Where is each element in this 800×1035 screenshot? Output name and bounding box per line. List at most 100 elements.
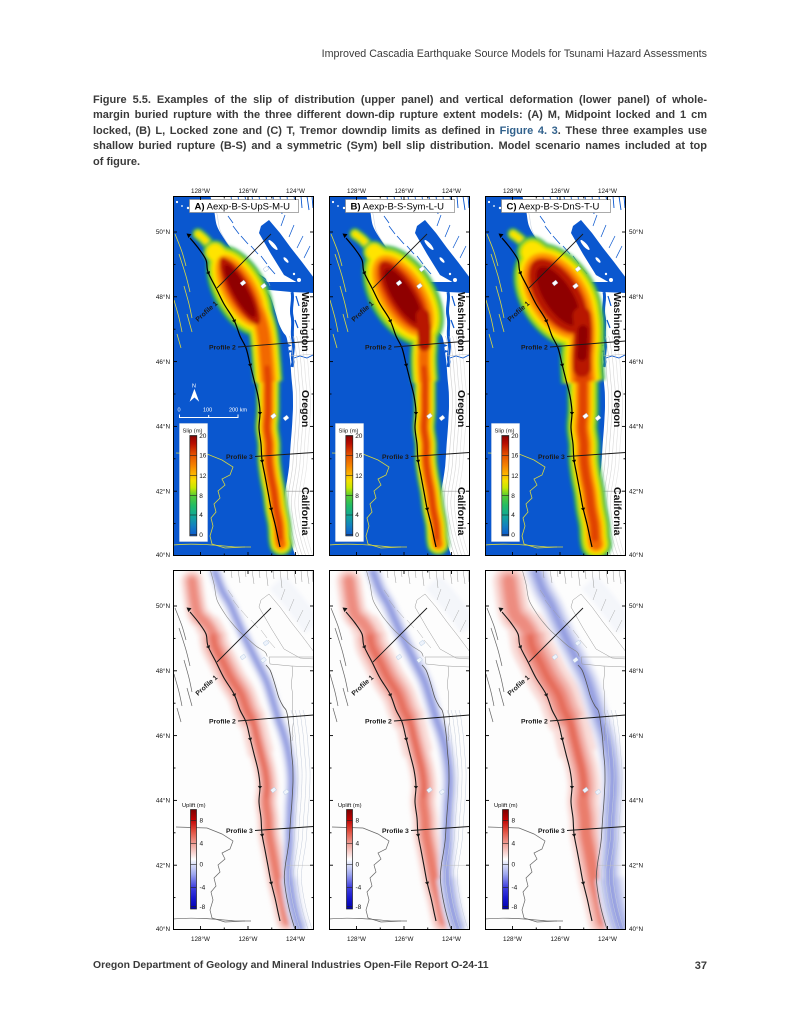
svg-text:Washington: Washington (455, 292, 467, 352)
svg-text:Slip (m): Slip (m) (495, 429, 515, 435)
svg-text:128°W: 128°W (347, 935, 366, 943)
svg-text:20: 20 (199, 433, 207, 440)
svg-text:4: 4 (199, 512, 203, 519)
svg-text:Washington: Washington (299, 292, 311, 352)
svg-text:16: 16 (355, 453, 363, 460)
svg-text:20: 20 (355, 433, 363, 440)
svg-text:50°N: 50°N (629, 228, 644, 236)
svg-text:Profile 2: Profile 2 (521, 719, 548, 726)
svg-text:Profile 3: Profile 3 (226, 454, 253, 461)
svg-text:-4: -4 (200, 885, 206, 892)
svg-text:California: California (299, 487, 311, 536)
svg-text:50°N: 50°N (156, 602, 171, 610)
svg-text:46°N: 46°N (156, 732, 171, 740)
svg-text:8: 8 (511, 493, 515, 500)
svg-text:126°W: 126°W (239, 935, 258, 943)
svg-text:0: 0 (199, 532, 203, 539)
svg-text:40°N: 40°N (156, 551, 171, 559)
svg-text:4: 4 (356, 841, 360, 848)
svg-text:16: 16 (199, 453, 207, 460)
svg-text:-4: -4 (512, 885, 518, 892)
svg-text:Profile 3: Profile 3 (382, 454, 409, 461)
svg-text:12: 12 (199, 473, 207, 480)
svg-text:-8: -8 (200, 904, 206, 911)
svg-text:Profile 3: Profile 3 (538, 454, 565, 461)
svg-text:46°N: 46°N (156, 358, 171, 366)
svg-text:0: 0 (355, 532, 359, 539)
svg-text:124°W: 124°W (442, 187, 461, 195)
svg-text:N: N (192, 384, 196, 390)
svg-text:44°N: 44°N (156, 797, 171, 805)
svg-text:42°N: 42°N (156, 861, 171, 869)
svg-text:Profile 2: Profile 2 (209, 719, 236, 726)
svg-text:8: 8 (355, 493, 359, 500)
svg-text:-8: -8 (356, 904, 362, 911)
svg-text:0: 0 (511, 532, 515, 539)
svg-text:46°N: 46°N (629, 358, 644, 366)
svg-text:128°W: 128°W (191, 187, 210, 195)
svg-text:0: 0 (178, 408, 181, 414)
svg-text:42°N: 42°N (629, 487, 644, 495)
svg-text:124°W: 124°W (598, 935, 617, 943)
svg-text:126°W: 126°W (395, 187, 414, 195)
svg-text:124°W: 124°W (286, 187, 305, 195)
svg-text:Profile 3: Profile 3 (226, 828, 253, 835)
svg-text:16: 16 (511, 453, 519, 460)
svg-text:4: 4 (511, 512, 515, 519)
svg-text:42°N: 42°N (629, 861, 644, 869)
svg-text:48°N: 48°N (156, 293, 171, 301)
svg-text:200 km: 200 km (229, 408, 247, 414)
svg-text:126°W: 126°W (239, 187, 258, 195)
svg-text:-8: -8 (512, 904, 518, 911)
svg-text:California: California (611, 487, 623, 536)
svg-text:12: 12 (355, 473, 363, 480)
svg-text:46°N: 46°N (629, 732, 644, 740)
svg-text:Uplift (m): Uplift (m) (338, 803, 362, 809)
svg-text:128°W: 128°W (347, 187, 366, 195)
svg-text:4: 4 (512, 841, 516, 848)
svg-text:4: 4 (355, 512, 359, 519)
svg-text:8: 8 (200, 818, 204, 825)
svg-text:Uplift (m): Uplift (m) (494, 803, 518, 809)
svg-text:8: 8 (512, 818, 516, 825)
svg-text:40°N: 40°N (629, 925, 644, 933)
svg-text:0: 0 (356, 862, 360, 869)
svg-text:124°W: 124°W (286, 935, 305, 943)
svg-text:4: 4 (200, 841, 204, 848)
svg-text:48°N: 48°N (629, 293, 644, 301)
svg-text:48°N: 48°N (629, 667, 644, 675)
svg-text:Profile 3: Profile 3 (382, 828, 409, 835)
svg-text:44°N: 44°N (156, 423, 171, 431)
svg-text:B) Aexp-B-S-Sym-L-U: B) Aexp-B-S-Sym-L-U (351, 201, 445, 212)
svg-text:Profile 2: Profile 2 (521, 345, 548, 352)
svg-text:48°N: 48°N (156, 667, 171, 675)
svg-text:50°N: 50°N (629, 602, 644, 610)
svg-text:Profile 3: Profile 3 (538, 828, 565, 835)
svg-text:124°W: 124°W (598, 187, 617, 195)
svg-text:0: 0 (512, 862, 516, 869)
svg-text:California: California (455, 487, 467, 536)
svg-text:126°W: 126°W (551, 935, 570, 943)
svg-text:50°N: 50°N (156, 228, 171, 236)
svg-text:8: 8 (199, 493, 203, 500)
svg-text:128°W: 128°W (191, 935, 210, 943)
svg-text:128°W: 128°W (503, 187, 522, 195)
svg-text:44°N: 44°N (629, 423, 644, 431)
svg-text:Profile 2: Profile 2 (209, 345, 236, 352)
svg-text:0: 0 (200, 862, 204, 869)
svg-text:Profile 2: Profile 2 (365, 345, 392, 352)
svg-text:Washington: Washington (611, 292, 623, 352)
svg-text:Oregon: Oregon (455, 390, 467, 427)
svg-text:44°N: 44°N (629, 797, 644, 805)
svg-text:Profile 2: Profile 2 (365, 719, 392, 726)
svg-text:8: 8 (356, 818, 360, 825)
svg-text:Oregon: Oregon (611, 390, 623, 427)
svg-text:Oregon: Oregon (299, 390, 311, 427)
svg-text:124°W: 124°W (442, 935, 461, 943)
svg-text:40°N: 40°N (629, 551, 644, 559)
svg-text:20: 20 (511, 433, 519, 440)
svg-text:12: 12 (511, 473, 519, 480)
svg-text:A) Aexp-B-S-UpS-M-U: A) Aexp-B-S-UpS-M-U (195, 201, 291, 212)
svg-text:Slip (m): Slip (m) (339, 429, 359, 435)
svg-text:42°N: 42°N (156, 487, 171, 495)
